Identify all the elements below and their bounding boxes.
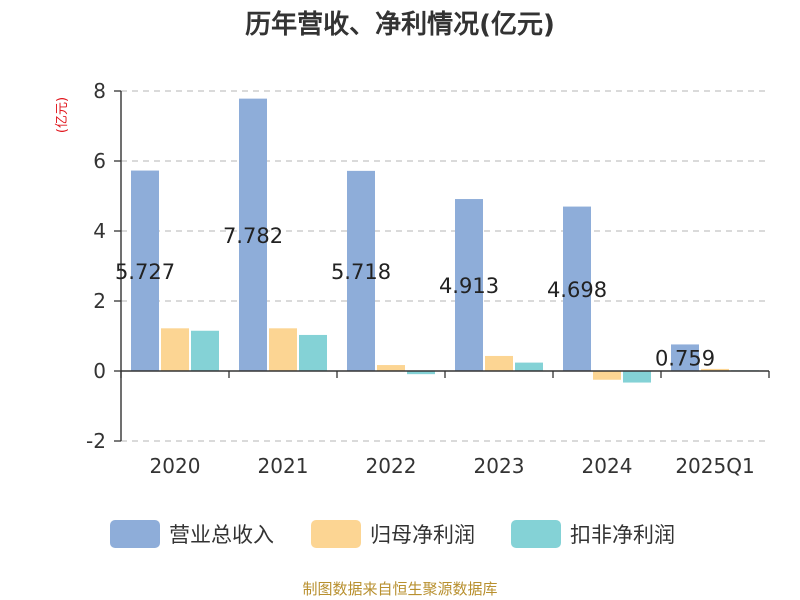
bar-3-2023: [515, 362, 543, 371]
data-label: 5.727: [115, 260, 175, 284]
x-tick-label: 2021: [258, 454, 309, 478]
data-label: 0.759: [655, 347, 715, 371]
y-tick-labels: -2 0 2 4 6 8: [86, 79, 106, 453]
grid-lines: [121, 90, 769, 442]
legend-swatch: [511, 520, 561, 548]
y-tick-label: -2: [86, 429, 106, 453]
x-tick-label: 2020: [150, 454, 201, 478]
legend-item-2[interactable]: 归母净利润: [311, 520, 475, 548]
x-tick-label: 2023: [474, 454, 525, 478]
bar-1-2023: [455, 199, 483, 371]
data-label: 4.698: [547, 278, 607, 302]
data-label: 5.718: [331, 260, 391, 284]
y-tick-label: 8: [93, 79, 106, 103]
data-label: 7.782: [223, 224, 283, 248]
axes: [114, 90, 770, 442]
x-tick-label: 2024: [582, 454, 633, 478]
legend-item-1[interactable]: 营业总收入: [110, 520, 274, 548]
bar-2-2022: [377, 365, 405, 371]
legend: 营业总收入 归母净利润 扣非净利润: [110, 520, 675, 548]
bar-2-2025q1: [701, 368, 729, 371]
x-tick-label: 2025Q1: [675, 454, 754, 478]
bar-1-2022: [347, 170, 375, 371]
chart-title: 历年营收、净利情况(亿元): [245, 9, 555, 40]
bar-1-2024: [563, 206, 591, 371]
bar-3-2022: [407, 371, 435, 375]
bar-2-2024: [593, 371, 621, 380]
x-tick-label: 2022: [366, 454, 417, 478]
legend-item-3[interactable]: 扣非净利润: [511, 520, 675, 548]
bar-3-2020: [191, 330, 219, 371]
bar-1-2025q1: [671, 344, 699, 371]
bar-2-2020: [161, 328, 189, 371]
y-axis-unit: (亿元): [55, 97, 70, 133]
y-tick-label: 2: [93, 289, 106, 313]
legend-label: 扣非净利润: [570, 523, 675, 547]
y-tick-label: 0: [93, 359, 106, 383]
bar-3-2021: [299, 334, 327, 371]
legend-swatch: [110, 520, 160, 548]
legend-swatch: [311, 520, 361, 548]
y-tick-label: 6: [93, 149, 106, 173]
data-label: 4.913: [439, 274, 499, 298]
bar-1-2020: [131, 170, 159, 371]
x-tick-labels: 2020 2021 2022 2023 2024 2025Q1: [150, 454, 755, 478]
data-labels: 5.727 7.782 5.718 4.913 4.698 0.759: [115, 224, 715, 371]
source-note: 制图数据来自恒生聚源数据库: [302, 580, 497, 598]
y-tick-label: 4: [93, 219, 106, 243]
legend-label: 营业总收入: [169, 523, 274, 547]
legend-label: 归母净利润: [370, 523, 475, 547]
bars: [131, 98, 759, 383]
bar-3-2024: [623, 371, 651, 383]
bar-1-2021: [239, 98, 267, 371]
bar-2-2023: [485, 355, 513, 371]
bar-2-2021: [269, 328, 297, 371]
